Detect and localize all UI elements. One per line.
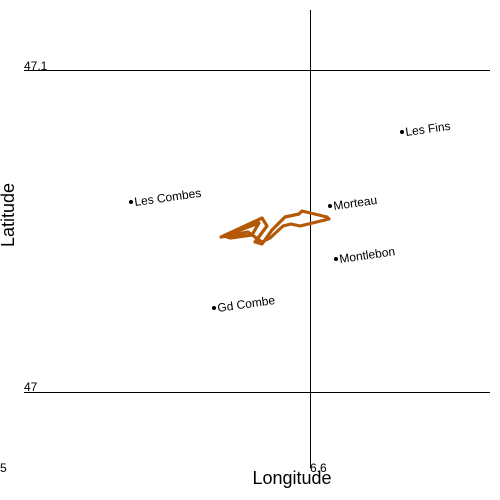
place-label-morteau: Morteau bbox=[332, 193, 378, 213]
place-marker bbox=[400, 130, 404, 134]
place-marker bbox=[129, 200, 133, 204]
place-marker bbox=[212, 306, 216, 310]
place-gd-combe: Gd Combe bbox=[212, 293, 276, 315]
x-axis-title: Longitude bbox=[252, 468, 331, 488]
x-tick-label-right: 6.6 bbox=[310, 461, 327, 475]
y-tick-label-bottom: 47 bbox=[24, 380, 38, 394]
place-marker bbox=[334, 257, 338, 261]
x-tick-label-left: 5 bbox=[0, 461, 7, 475]
place-label-les-fins: Les Fins bbox=[404, 119, 451, 139]
place-label-montlebon: Montlebon bbox=[338, 244, 395, 266]
place-label-gd-combe: Gd Combe bbox=[216, 293, 276, 315]
place-les-fins: Les Fins bbox=[400, 119, 451, 139]
place-morteau: Morteau bbox=[328, 193, 378, 213]
y-tick-label-top: 47.1 bbox=[24, 59, 48, 73]
y-axis-title: Latitude bbox=[0, 183, 18, 247]
place-les-combes: Les Combes bbox=[129, 186, 202, 209]
place-marker bbox=[328, 204, 332, 208]
route-track bbox=[219, 209, 331, 246]
place-montlebon: Montlebon bbox=[334, 244, 396, 266]
place-label-les-combes: Les Combes bbox=[133, 186, 202, 209]
